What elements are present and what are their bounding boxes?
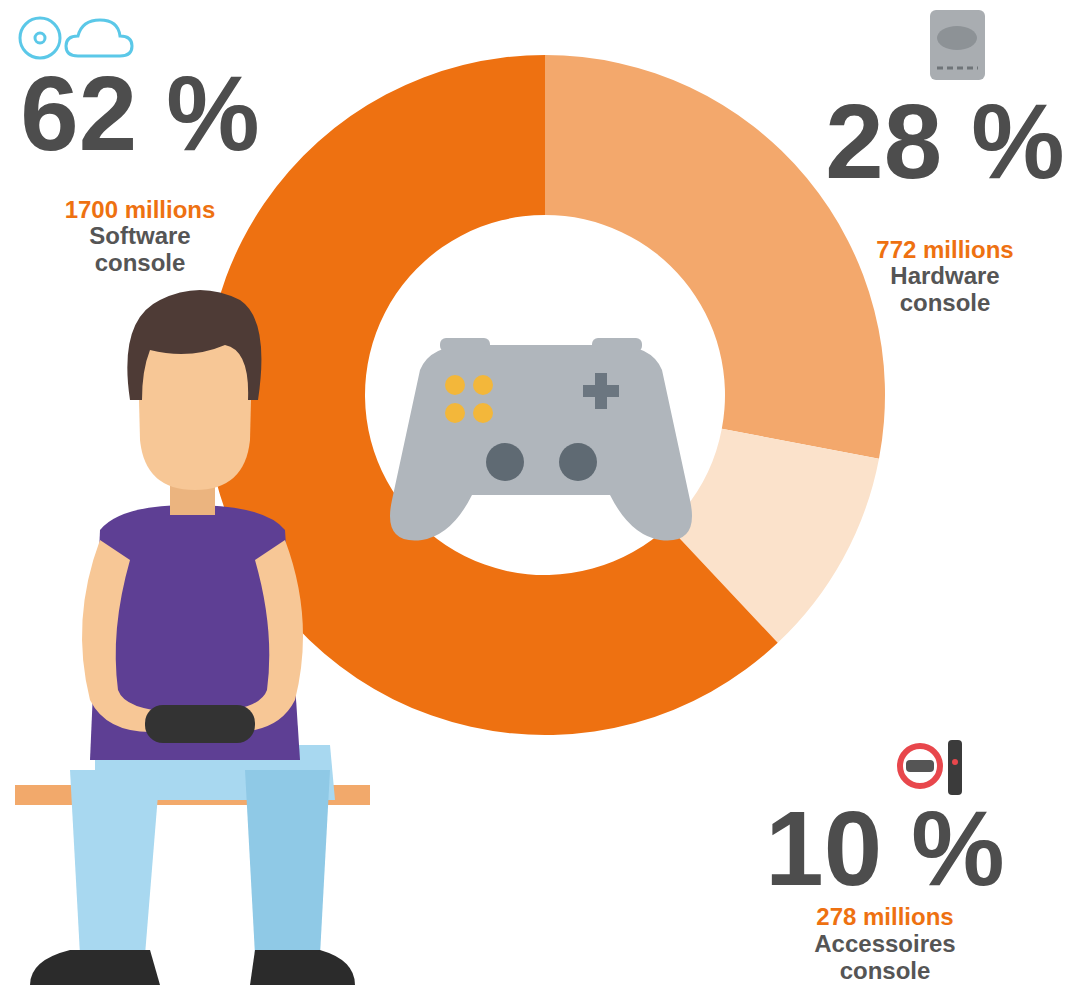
category-line: console [95, 249, 186, 276]
leg [245, 770, 330, 955]
category-label: Accessoiresconsole [814, 930, 955, 984]
disc-icon [20, 18, 60, 58]
controller-bumper [440, 338, 490, 352]
controller-icon [390, 338, 692, 541]
person [15, 290, 370, 985]
category-label: Hardwareconsole [890, 262, 999, 316]
console-icon [937, 67, 978, 70]
controller-button [473, 375, 493, 395]
arm [82, 540, 175, 732]
console-icon [930, 10, 985, 80]
arm [210, 540, 303, 732]
category-line: console [900, 289, 991, 316]
controller-dpad [595, 373, 607, 409]
category-label: Softwareconsole [89, 222, 190, 276]
controller-bumper [592, 338, 642, 352]
category-line: console [840, 957, 931, 984]
remote-icon [948, 740, 962, 795]
category-line: Accessoires [814, 930, 955, 957]
percent-label: 62 % [20, 55, 259, 172]
labels: 28 %772 millionsHardwareconsole10 %278 m… [20, 55, 1064, 984]
leg [70, 770, 160, 955]
wheel-icon [906, 760, 934, 772]
slice [205, 55, 778, 735]
console-icon [937, 26, 977, 50]
cloud-icon [66, 20, 132, 56]
amount-label: 772 millions [876, 236, 1013, 263]
controller-button [445, 375, 465, 395]
shoe [30, 950, 160, 985]
controller-stick [559, 443, 597, 481]
disc-icon [35, 33, 45, 43]
category-line: Software [89, 222, 190, 249]
wheel-icon [900, 746, 940, 786]
controller-button [445, 403, 465, 423]
amount-label: 1700 millions [65, 196, 216, 223]
percent-label: 28 % [825, 83, 1064, 200]
controller-body [390, 345, 692, 541]
handheld-controller [145, 705, 255, 743]
chart: 28 %772 millionsHardwareconsole10 %278 m… [0, 0, 1068, 998]
slices [205, 55, 885, 735]
category-line: Hardware [890, 262, 999, 289]
amount-label: 278 millions [816, 903, 953, 930]
controller-stick [486, 443, 524, 481]
remote-icon [952, 759, 958, 765]
hair [127, 290, 261, 400]
shoe [250, 950, 355, 985]
controller-button [473, 403, 493, 423]
percent-label: 10 % [765, 790, 1004, 907]
